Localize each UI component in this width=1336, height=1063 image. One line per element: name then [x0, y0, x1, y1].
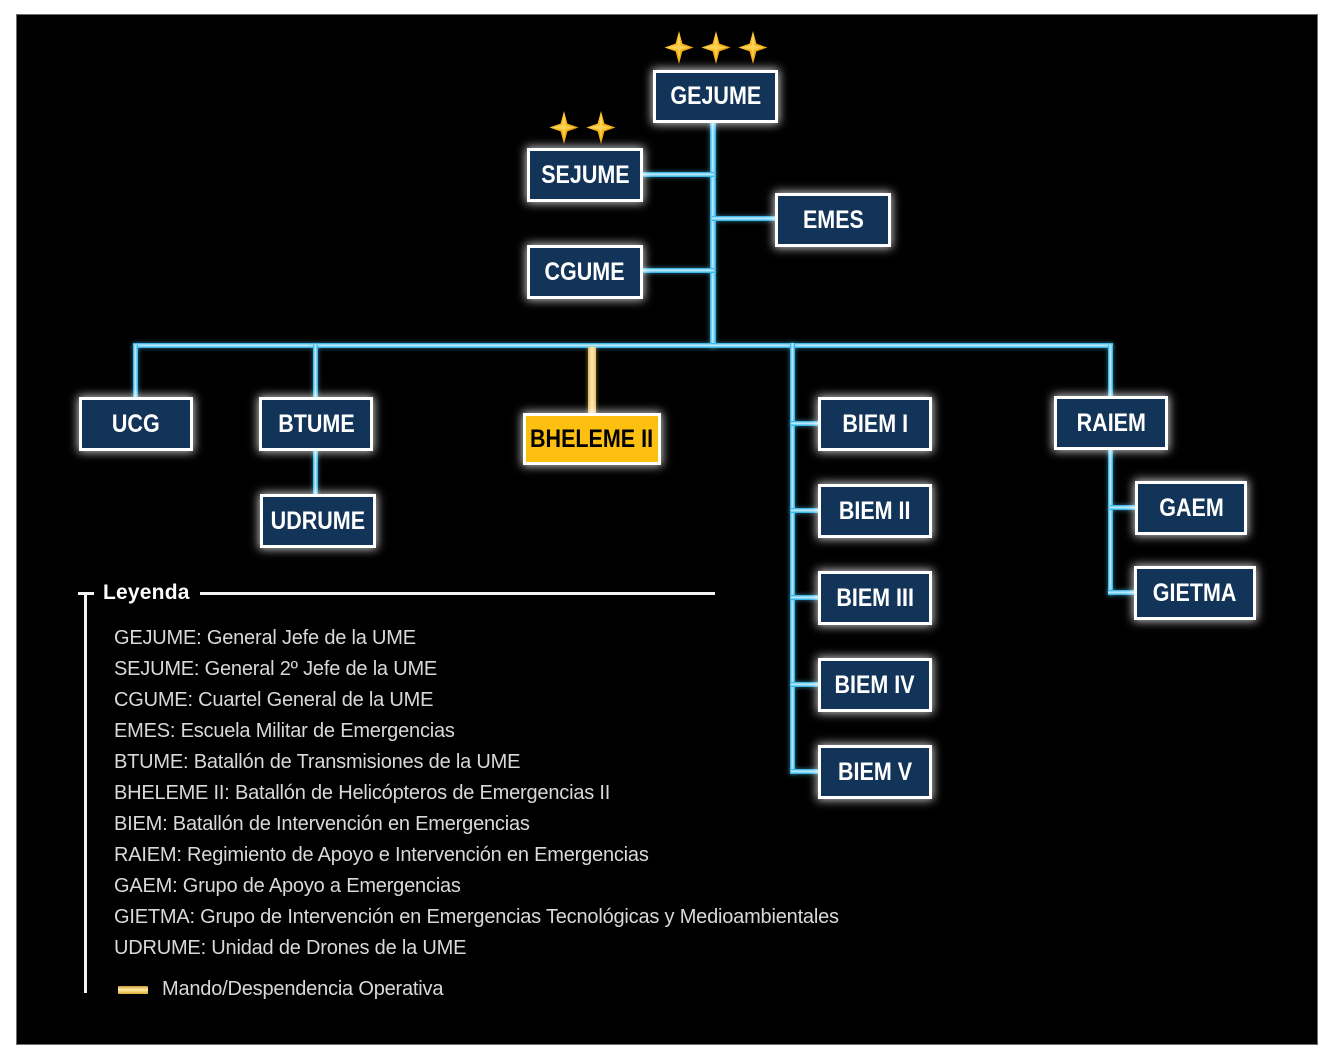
legend-item: SEJUME: General 2º Jefe de la UME [114, 658, 438, 680]
connector-biem5-stub [791, 769, 819, 774]
node-udrume-label: UDRUME [270, 506, 366, 535]
legend-item: UDRUME: Unidad de Drones de la UME [114, 937, 467, 959]
connector-gejume-trunk [710, 121, 716, 348]
node-gejume: GEJUME [653, 70, 778, 123]
connector-emes [712, 216, 776, 221]
node-emes-label: EMES [802, 205, 864, 234]
legend-top-rule [200, 592, 715, 595]
connector-biem2-stub [791, 508, 819, 513]
gejume-rank-stars [664, 31, 768, 64]
connector-raiem-drop [1108, 345, 1113, 399]
legend-item: BHELEME II: Batallón de Helicópteros de … [114, 782, 611, 804]
node-udrume: UDRUME [260, 494, 376, 548]
legend-item: BIEM: Batallón de Intervención en Emerge… [114, 813, 530, 835]
connector-gaem-stub [1110, 505, 1136, 510]
node-biem-i: BIEM I [818, 397, 932, 451]
legend-item: CGUME: Cuartel General de la UME [114, 689, 434, 711]
rank-star-icon [701, 31, 731, 64]
node-btume: BTUME [259, 397, 373, 451]
legend-item: BTUME: Batallón de Transmisiones de la U… [114, 751, 521, 773]
connector-raiem-spine [1108, 448, 1113, 595]
rank-star-icon [664, 31, 694, 64]
legend-item: RAIEM: Regimiento de Apoyo e Intervenció… [114, 844, 649, 866]
node-cgume-label: CGUME [544, 257, 626, 286]
node-cgume: CGUME [527, 245, 643, 299]
node-biem-v: BIEM V [818, 745, 932, 799]
connector-cgume [640, 268, 714, 273]
legend-item-list: GEJUME: General Jefe de la UME SEJUME: G… [114, 623, 839, 964]
connector-biem3-stub [791, 595, 819, 600]
node-raiem: RAIEM [1054, 396, 1168, 450]
node-sejume-label: SEJUME [540, 160, 630, 189]
connector-biem1-stub [791, 421, 819, 426]
node-sejume: SEJUME [527, 148, 643, 202]
connector-biem4-stub [791, 682, 819, 687]
connector-ucg-drop [133, 345, 138, 399]
rank-star-icon [586, 111, 616, 144]
node-ucg: UCG [79, 397, 193, 451]
chart-background [16, 14, 1318, 1045]
node-biem-ii-label: BIEM II [839, 496, 911, 525]
rank-star-icon [549, 111, 579, 144]
legend-left-rule [84, 594, 87, 993]
node-biem-iv-label: BIEM IV [834, 670, 916, 699]
node-gaem-label: GAEM [1158, 493, 1224, 522]
gold-line-icon [118, 985, 148, 994]
node-bheleme-ii-label: BHELEME II [530, 424, 654, 453]
connector-biem-spine [790, 343, 795, 774]
legend-title: Leyenda [103, 581, 190, 604]
connector-gietma-stub [1108, 590, 1136, 595]
legend-item: GEJUME: General Jefe de la UME [114, 627, 416, 649]
node-biem-iii-label: BIEM III [836, 583, 914, 612]
node-gietma-label: GIETMA [1153, 578, 1237, 607]
connector-bheleme-gold-drop [588, 347, 596, 415]
rank-star-icon [738, 31, 768, 64]
node-emes: EMES [775, 193, 891, 247]
connector-distribution [133, 343, 1113, 348]
node-biem-ii: BIEM II [818, 484, 932, 538]
legend-item: GAEM: Grupo de Apoyo a Emergencias [114, 875, 461, 897]
legend-item: GIETMA: Grupo de Intervención en Emergen… [114, 906, 839, 928]
legend-operational-label: Mando/Despendencia Operativa [162, 978, 444, 1000]
node-gejume-label: GEJUME [670, 82, 761, 110]
legend-operational-entry: Mando/Despendencia Operativa [118, 977, 443, 1002]
legend-item: EMES: Escuela Militar de Emergencias [114, 720, 455, 742]
sejume-rank-stars [549, 111, 616, 144]
node-ucg-label: UCG [112, 409, 160, 438]
connector-btume-drop [313, 345, 318, 399]
node-gietma: GIETMA [1134, 566, 1256, 620]
node-gaem: GAEM [1135, 481, 1247, 535]
node-biem-v-label: BIEM V [837, 757, 913, 786]
node-biem-iv: BIEM IV [818, 658, 932, 712]
connector-btume-udrume [313, 448, 318, 497]
node-biem-i-label: BIEM I [842, 409, 908, 438]
node-biem-iii: BIEM III [818, 571, 932, 625]
connector-sejume [640, 172, 714, 177]
node-raiem-label: RAIEM [1076, 408, 1146, 437]
node-bheleme-ii: BHELEME II [523, 413, 661, 465]
legend-title-dash [78, 592, 94, 595]
node-btume-label: BTUME [277, 409, 355, 438]
